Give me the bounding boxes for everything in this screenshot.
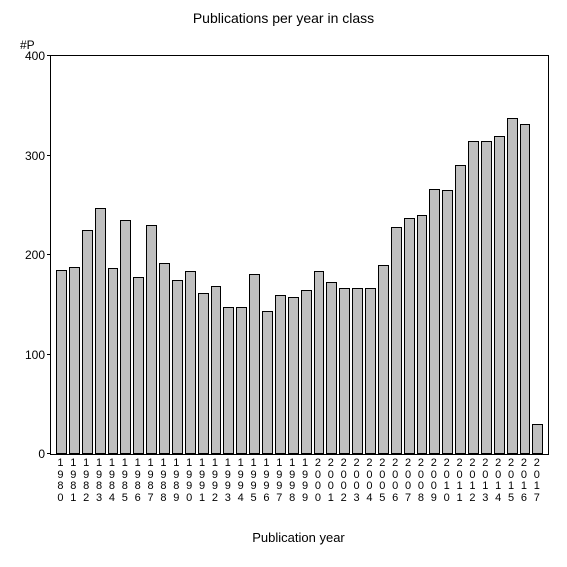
bar (172, 280, 183, 454)
bar (455, 165, 466, 454)
x-tick-label: 2012 (467, 458, 478, 504)
bar (211, 286, 222, 454)
y-tick-mark (47, 155, 51, 156)
bar (288, 297, 299, 454)
bar (404, 218, 415, 454)
bar (146, 225, 157, 454)
bar (249, 274, 260, 454)
bar (339, 288, 350, 454)
bar (417, 215, 428, 454)
bar (108, 268, 119, 454)
x-tick-label: 1982 (81, 458, 92, 504)
bars-container (51, 56, 548, 454)
chart-title: Publications per year in class (0, 10, 567, 26)
y-tick-mark (47, 254, 51, 255)
x-tick-label: 2017 (531, 458, 542, 504)
bar (442, 190, 453, 454)
x-tick-label: 1997 (274, 458, 285, 504)
bar (391, 227, 402, 454)
bar (262, 311, 273, 454)
bar (468, 141, 479, 454)
y-tick-mark (47, 453, 51, 454)
x-tick-label: 2015 (506, 458, 517, 504)
x-tick-label: 2014 (493, 458, 504, 504)
x-tick-label: 1999 (300, 458, 311, 504)
x-tick-label: 2008 (416, 458, 427, 504)
x-tick-label: 2000 (313, 458, 324, 504)
x-tick-label: 1998 (287, 458, 298, 504)
bar (326, 282, 337, 454)
x-tick-label: 1995 (248, 458, 259, 504)
y-tick-label: 400 (25, 49, 51, 63)
bar (365, 288, 376, 454)
x-tick-label: 1983 (94, 458, 105, 504)
plot-area: 0100200300400 (50, 55, 549, 455)
x-tick-label: 2016 (519, 458, 530, 504)
x-tick-label: 1981 (68, 458, 79, 504)
y-tick-mark (47, 55, 51, 56)
x-tick-label: 1993 (222, 458, 233, 504)
x-tick-label: 2011 (454, 458, 465, 504)
x-tick-label: 1991 (197, 458, 208, 504)
x-tick-label: 1988 (158, 458, 169, 504)
publications-chart: Publications per year in class #P 010020… (0, 0, 567, 567)
bar (82, 230, 93, 454)
bar (275, 295, 286, 454)
bar (314, 271, 325, 454)
x-tick-label: 2001 (325, 458, 336, 504)
x-tick-label: 2013 (480, 458, 491, 504)
x-tick-label: 1992 (210, 458, 221, 504)
x-tick-label: 1996 (261, 458, 272, 504)
x-tick-label: 2002 (338, 458, 349, 504)
x-tick-label: 2005 (377, 458, 388, 504)
bar (56, 270, 67, 454)
bar (532, 424, 543, 454)
y-tick-label: 200 (25, 248, 51, 262)
x-tick-label: 2007 (403, 458, 414, 504)
x-tick-label: 1990 (184, 458, 195, 504)
x-tick-label: 2004 (364, 458, 375, 504)
bar (159, 263, 170, 454)
x-tick-label: 1987 (145, 458, 156, 504)
bar (494, 136, 505, 454)
x-tick-label: 2010 (441, 458, 452, 504)
y-tick-mark (47, 354, 51, 355)
bar (198, 293, 209, 454)
x-tick-label: 1994 (235, 458, 246, 504)
y-tick-label: 100 (25, 348, 51, 362)
bar (507, 118, 518, 454)
x-tick-label: 1986 (132, 458, 143, 504)
bar (185, 271, 196, 454)
x-tick-label: 1980 (55, 458, 66, 504)
x-tick-label: 1989 (171, 458, 182, 504)
bar (429, 189, 440, 454)
bar (223, 307, 234, 454)
bar (520, 124, 531, 454)
x-tick-label: 2006 (390, 458, 401, 504)
x-tick-label: 1984 (107, 458, 118, 504)
x-labels: 1980198119821983198419851986198719881989… (50, 458, 547, 504)
x-tick-label: 2009 (428, 458, 439, 504)
bar (301, 290, 312, 454)
x-axis-title: Publication year (50, 530, 547, 545)
bar (481, 141, 492, 454)
bar (133, 277, 144, 454)
bar (236, 307, 247, 454)
bar (352, 288, 363, 454)
bar (378, 265, 389, 454)
y-tick-label: 300 (25, 149, 51, 163)
bar (95, 208, 106, 454)
bar (120, 220, 131, 454)
bar (69, 267, 80, 454)
x-tick-label: 2003 (351, 458, 362, 504)
x-tick-label: 1985 (119, 458, 130, 504)
